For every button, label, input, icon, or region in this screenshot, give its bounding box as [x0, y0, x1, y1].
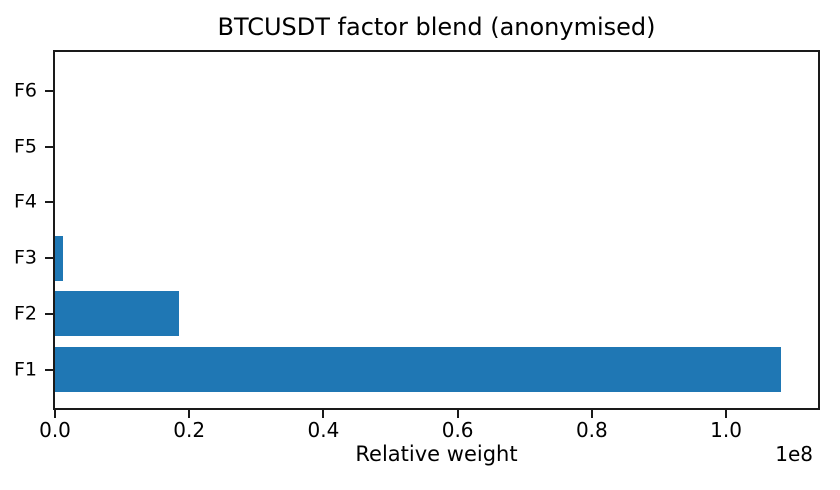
- chart-title: BTCUSDT factor blend (anonymised): [217, 13, 656, 41]
- x-tick-label: 0.8: [575, 418, 608, 442]
- y-tick-mark: [45, 312, 53, 315]
- x-tick-label: 0.4: [307, 418, 340, 442]
- x-tick-mark: [322, 410, 325, 418]
- x-tick-mark: [456, 410, 459, 418]
- y-tick-mark: [45, 145, 53, 148]
- y-tick-label: F1: [13, 358, 37, 380]
- bar-f3: [55, 235, 64, 281]
- y-tick-label: F6: [13, 79, 37, 102]
- x-axis-label: Relative weight: [355, 442, 518, 466]
- axis-offset-text: 1e8: [775, 442, 813, 466]
- x-tick-label: 0.2: [173, 418, 206, 442]
- x-tick-mark: [188, 410, 191, 418]
- bar-f2: [55, 291, 180, 337]
- y-tick-label: F5: [13, 135, 37, 158]
- plot-area: F6 F5 F4 F3 F2 F1 0.0 0.2 0.4 0.6 0.8 1.0: [14, 50, 820, 440]
- x-tick-label: 0.6: [441, 418, 474, 442]
- x-tick-mark: [590, 410, 593, 418]
- y-tick-mark: [45, 90, 53, 92]
- x-tick-mark: [54, 410, 56, 418]
- x-tick-mark: [725, 410, 728, 418]
- y-tick-label: F3: [13, 246, 37, 269]
- x-tick-label: 0.0: [39, 418, 71, 442]
- y-tick-label: F4: [13, 190, 37, 213]
- y-tick-mark: [45, 201, 53, 204]
- y-tick-label: F2: [13, 302, 37, 325]
- x-tick-label: 1.0: [710, 418, 742, 442]
- bar-f1: [55, 347, 782, 392]
- y-tick-mark: [45, 368, 53, 371]
- y-tick-mark: [45, 257, 53, 260]
